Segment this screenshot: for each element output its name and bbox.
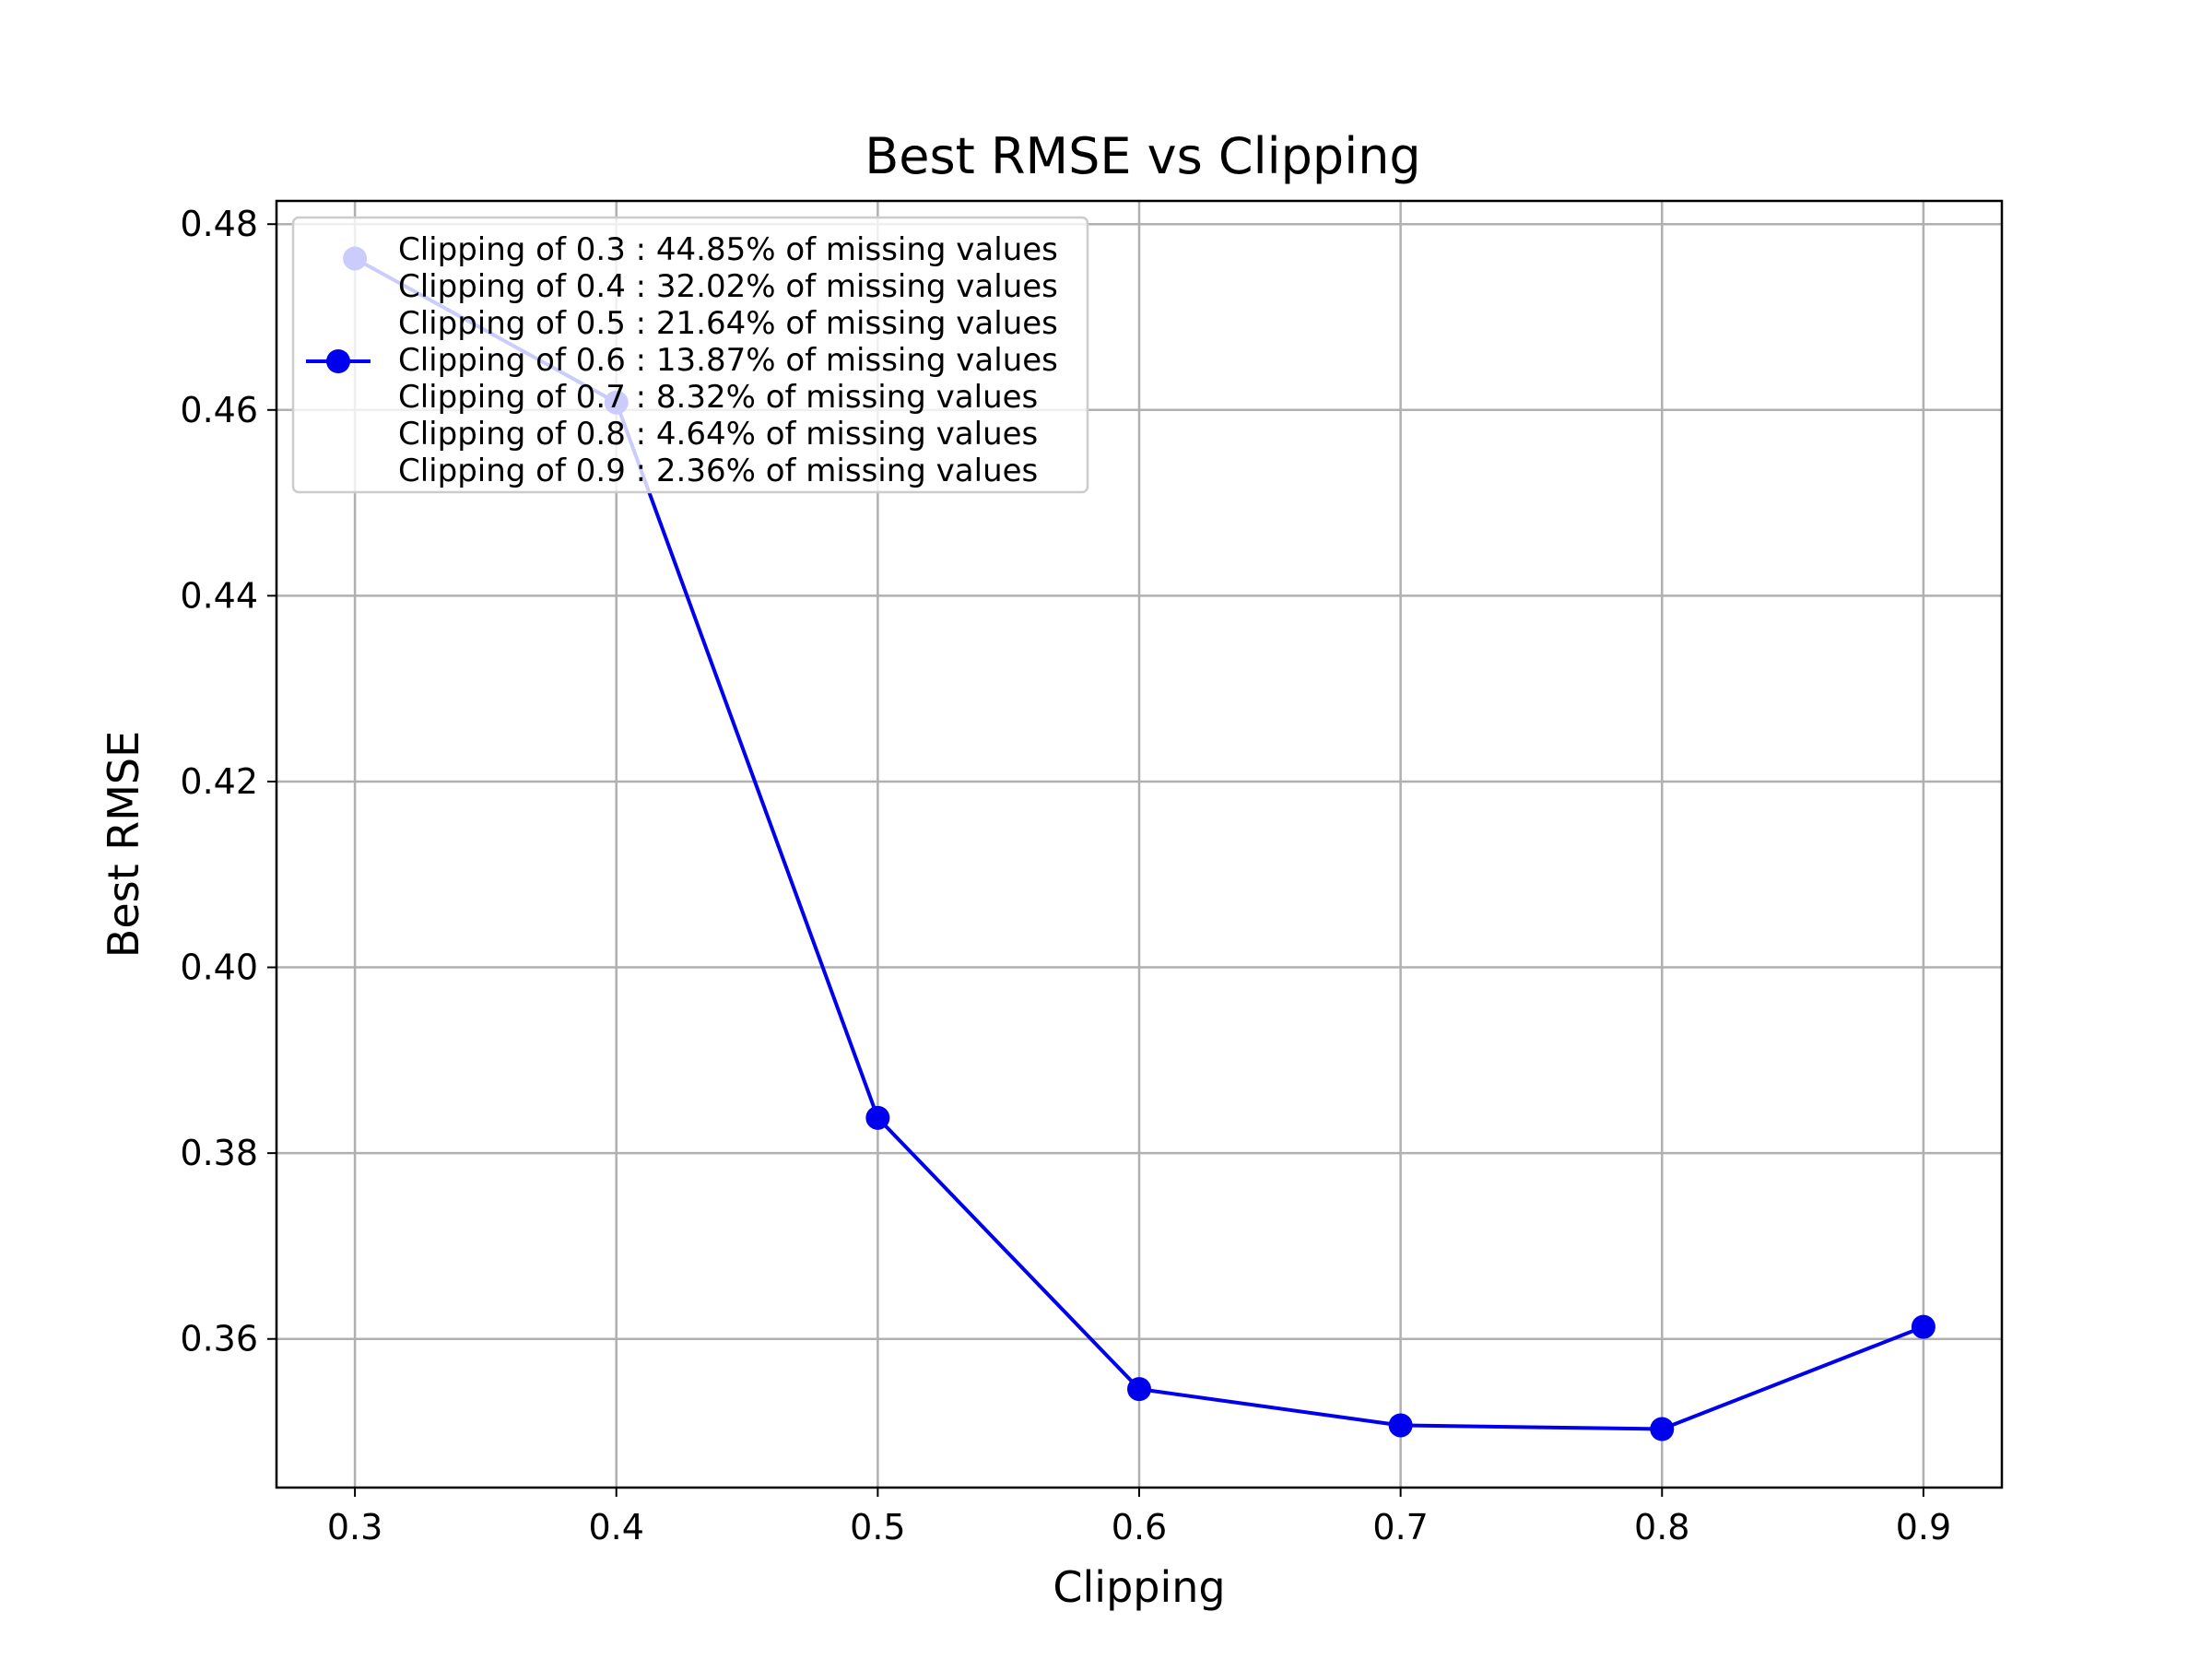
- data-point: [1911, 1314, 1936, 1339]
- data-point: [1388, 1413, 1413, 1438]
- data-point: [1650, 1417, 1675, 1441]
- x-tick-label: 0.9: [1896, 1507, 1951, 1547]
- y-tick-label: 0.36: [180, 1319, 258, 1359]
- legend-entry: Clipping of 0.8 : 4.64% of missing value…: [398, 416, 1038, 453]
- legend-entry: Clipping of 0.5 : 21.64% of missing valu…: [398, 305, 1058, 342]
- legend-entry: Clipping of 0.9 : 2.36% of missing value…: [398, 453, 1038, 489]
- legend-entry: Clipping of 0.4 : 32.02% of missing valu…: [398, 268, 1058, 305]
- legend-box: [291, 216, 1089, 494]
- legend-entry: Clipping of 0.3 : 44.85% of missing valu…: [398, 231, 1058, 268]
- x-tick-label: 0.8: [1634, 1507, 1689, 1547]
- legend: Clipping of 0.3 : 44.85% of missing valu…: [291, 216, 1089, 494]
- data-point: [1127, 1377, 1151, 1402]
- y-tick-label: 0.48: [180, 204, 258, 244]
- data-point: [865, 1105, 890, 1130]
- x-tick-label: 0.7: [1372, 1507, 1428, 1547]
- x-tick-label: 0.5: [850, 1507, 905, 1547]
- x-axis-label: Clipping: [1053, 1562, 1225, 1612]
- chart-title: Best RMSE vs Clipping: [865, 127, 1420, 185]
- legend-entry: Clipping of 0.6 : 13.87% of missing valu…: [398, 342, 1058, 379]
- y-tick-label: 0.44: [180, 575, 258, 616]
- legend-entry: Clipping of 0.7 : 8.32% of missing value…: [398, 379, 1038, 416]
- x-tick-label: 0.4: [589, 1507, 644, 1547]
- x-tick-label: 0.3: [327, 1507, 382, 1547]
- y-axis-label: Best RMSE: [99, 731, 148, 958]
- axis-ticks: 0.3 0.4 0.5 0.6 0.7 0.8 0.9 0.36 0.38 0.40 0.42 0.4…: [180, 204, 1951, 1547]
- y-tick-label: 0.42: [180, 761, 258, 802]
- y-tick-label: 0.40: [180, 947, 258, 988]
- legend-marker: [326, 349, 350, 373]
- y-tick-label: 0.38: [180, 1133, 258, 1173]
- y-tick-label: 0.46: [180, 390, 258, 430]
- x-tick-label: 0.6: [1112, 1507, 1167, 1547]
